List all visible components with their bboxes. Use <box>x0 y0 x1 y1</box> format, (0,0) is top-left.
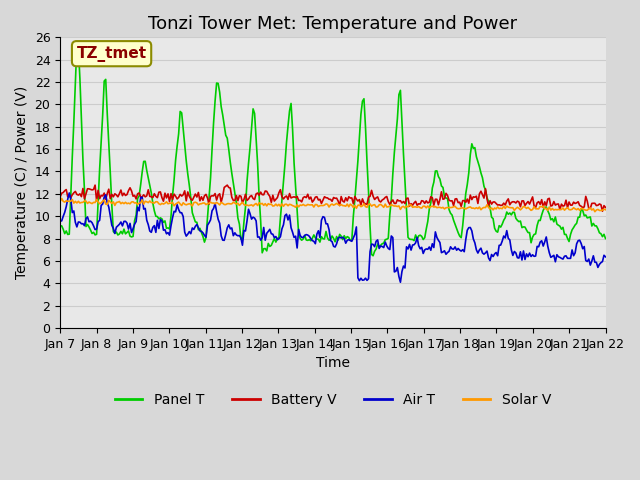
Air T <box>220 238 228 243</box>
Line: Solar V: Solar V <box>60 198 605 212</box>
Battery V <box>573 200 580 206</box>
Text: TZ_tmet: TZ_tmet <box>77 46 147 62</box>
Battery V <box>296 197 304 203</box>
Air T <box>125 226 132 232</box>
Air T <box>248 216 255 222</box>
Y-axis label: Temperature (C) / Power (V): Temperature (C) / Power (V) <box>15 86 29 279</box>
Air T <box>574 238 582 243</box>
Solar V <box>58 195 65 201</box>
Solar V <box>296 202 304 208</box>
Panel T <box>369 253 377 259</box>
Battery V <box>123 192 131 197</box>
Battery V <box>56 194 64 200</box>
Line: Air T: Air T <box>60 193 605 282</box>
Air T <box>397 279 404 285</box>
Line: Panel T: Panel T <box>60 45 605 256</box>
Panel T <box>574 214 582 220</box>
Solar V <box>239 199 246 205</box>
Solar V <box>602 207 609 213</box>
Air T <box>65 190 73 196</box>
Air T <box>602 254 609 260</box>
Panel T <box>602 236 609 241</box>
Solar V <box>573 207 580 213</box>
Solar V <box>56 199 64 204</box>
Line: Battery V: Battery V <box>60 185 605 211</box>
Title: Tonzi Tower Met: Temperature and Power: Tonzi Tower Met: Temperature and Power <box>148 15 517 33</box>
Panel T <box>73 42 81 48</box>
Solar V <box>125 200 132 206</box>
Panel T <box>239 236 246 241</box>
Panel T <box>125 228 132 234</box>
Solar V <box>220 202 228 207</box>
Battery V <box>239 200 246 205</box>
Legend: Panel T, Battery V, Air T, Solar V: Panel T, Battery V, Air T, Solar V <box>109 387 557 412</box>
Panel T <box>248 125 255 131</box>
Battery V <box>219 193 227 199</box>
Solar V <box>591 209 598 215</box>
Panel T <box>220 122 228 128</box>
X-axis label: Time: Time <box>316 356 350 370</box>
Panel T <box>56 223 64 229</box>
Battery V <box>598 208 606 214</box>
Panel T <box>296 236 304 241</box>
Air T <box>239 242 246 248</box>
Battery V <box>602 204 609 210</box>
Air T <box>296 233 304 239</box>
Battery V <box>248 192 255 198</box>
Air T <box>56 218 64 224</box>
Solar V <box>248 202 255 208</box>
Battery V <box>223 182 231 188</box>
